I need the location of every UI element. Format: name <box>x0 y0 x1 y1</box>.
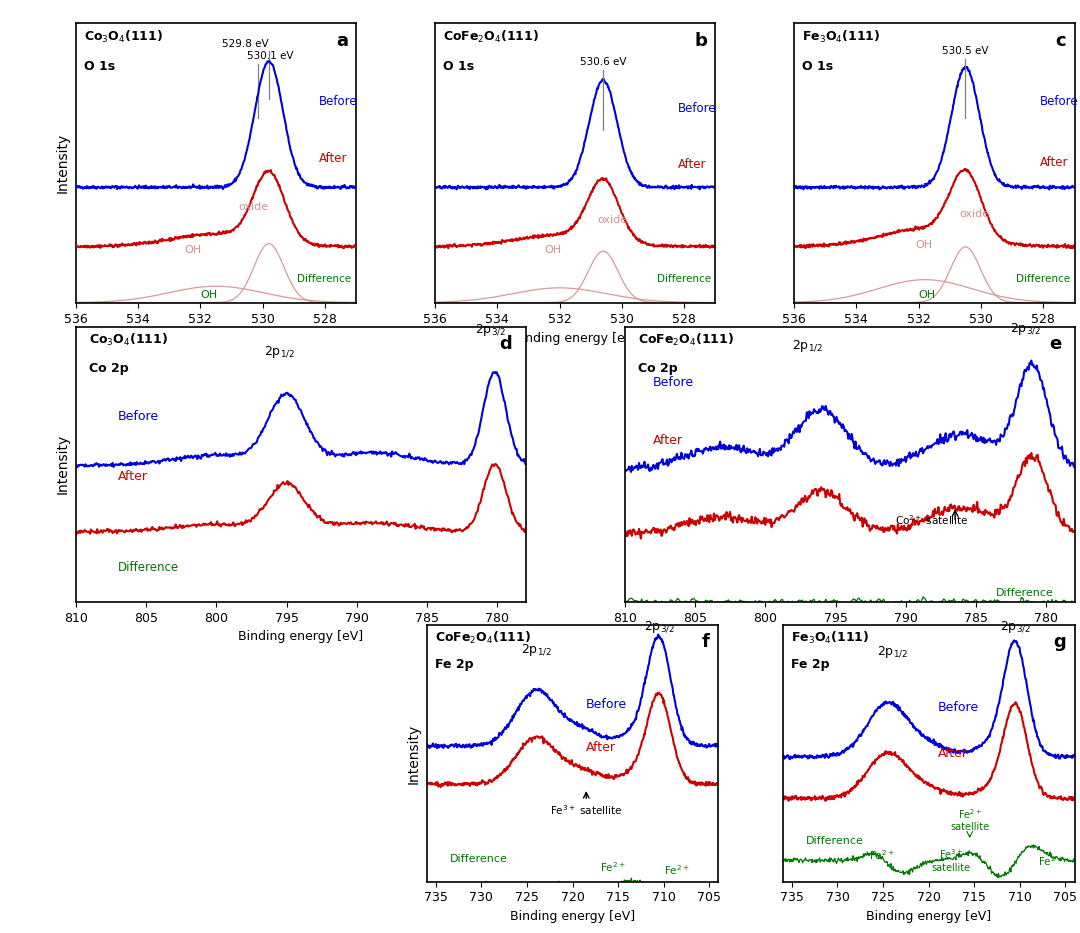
X-axis label: Binding energy [eV]: Binding energy [eV] <box>866 910 991 923</box>
Text: CoFe$_2$O$_4$(111): CoFe$_2$O$_4$(111) <box>443 29 539 45</box>
Text: Fe$^{2+}$: Fe$^{2+}$ <box>664 863 690 877</box>
Text: g: g <box>1053 633 1066 651</box>
Text: Fe$_3$O$_4$(111): Fe$_3$O$_4$(111) <box>792 631 869 647</box>
Text: 530.6 eV: 530.6 eV <box>580 58 626 67</box>
Text: 2p$_{1/2}$: 2p$_{1/2}$ <box>877 645 907 660</box>
X-axis label: Binding energy [eV]: Binding energy [eV] <box>238 630 363 643</box>
Text: Fe$^{2+}$
satellite: Fe$^{2+}$ satellite <box>950 807 989 832</box>
Text: 2p$_{1/2}$: 2p$_{1/2}$ <box>265 344 295 360</box>
Text: Before: Before <box>1040 95 1079 108</box>
Text: Co 2p: Co 2p <box>638 362 678 375</box>
Text: After: After <box>937 746 968 759</box>
Text: OH: OH <box>916 240 933 250</box>
Text: O 1s: O 1s <box>443 60 474 73</box>
Text: oxide: oxide <box>239 202 269 212</box>
Text: Fe$_3$O$_4$(111): Fe$_3$O$_4$(111) <box>802 29 880 45</box>
Text: b: b <box>694 32 707 49</box>
Text: 2p$_{3/2}$: 2p$_{3/2}$ <box>644 620 675 635</box>
Text: 2p$_{1/2}$: 2p$_{1/2}$ <box>792 339 823 354</box>
Text: Co$_3$O$_4$(111): Co$_3$O$_4$(111) <box>90 332 168 348</box>
Text: Co$^{2+}$ satellite: Co$^{2+}$ satellite <box>895 513 969 527</box>
Text: After: After <box>1040 156 1069 169</box>
Text: After: After <box>678 159 706 172</box>
Text: Difference: Difference <box>996 588 1053 597</box>
Text: Co 2p: Co 2p <box>90 362 129 375</box>
Text: e: e <box>1049 335 1061 353</box>
Text: After: After <box>586 741 617 754</box>
Text: Before: Before <box>678 102 717 115</box>
Text: Fe$^{2+}$: Fe$^{2+}$ <box>869 848 895 862</box>
Text: d: d <box>499 335 512 353</box>
Text: Difference: Difference <box>657 273 711 284</box>
Text: OH: OH <box>200 290 217 300</box>
X-axis label: Binding energy [eV]: Binding energy [eV] <box>510 910 635 923</box>
Y-axis label: Intensity: Intensity <box>407 723 421 784</box>
Text: Difference: Difference <box>118 561 179 574</box>
Text: 2p$_{3/2}$: 2p$_{3/2}$ <box>475 323 505 338</box>
Text: Difference: Difference <box>806 836 863 846</box>
X-axis label: Binding energy [eV]: Binding energy [eV] <box>153 331 279 344</box>
Text: Co$_3$O$_4$(111): Co$_3$O$_4$(111) <box>84 29 163 45</box>
Text: oxide: oxide <box>597 215 627 225</box>
Text: CoFe$_2$O$_4$(111): CoFe$_2$O$_4$(111) <box>638 332 734 348</box>
Text: Fe$^{3+}$ satellite: Fe$^{3+}$ satellite <box>550 803 622 817</box>
X-axis label: Binding energy [eV]: Binding energy [eV] <box>513 331 637 344</box>
Text: oxide: oxide <box>959 210 989 219</box>
Text: After: After <box>319 152 348 165</box>
Text: OH: OH <box>185 244 202 255</box>
Text: 2p$_{3/2}$: 2p$_{3/2}$ <box>1000 620 1030 635</box>
Text: OH: OH <box>544 244 561 255</box>
Text: Before: Before <box>586 698 627 711</box>
Text: c: c <box>1055 32 1066 49</box>
Text: Fe$^{2+}$: Fe$^{2+}$ <box>1038 854 1064 868</box>
Text: OH: OH <box>919 290 936 300</box>
Text: 529.8 eV: 529.8 eV <box>222 38 269 49</box>
Text: Before: Before <box>118 410 159 423</box>
Text: 2p$_{1/2}$: 2p$_{1/2}$ <box>521 643 552 659</box>
Text: After: After <box>118 469 148 482</box>
Text: Fe$^{2+}$: Fe$^{2+}$ <box>599 860 625 873</box>
Text: f: f <box>702 633 710 651</box>
Text: Difference: Difference <box>449 854 508 864</box>
Text: a: a <box>336 32 348 49</box>
Text: After: After <box>652 435 683 447</box>
Text: 2p$_{3/2}$: 2p$_{3/2}$ <box>1010 321 1041 337</box>
Text: Fe$^{3+}$
satellite: Fe$^{3+}$ satellite <box>932 847 971 873</box>
Y-axis label: Intensity: Intensity <box>56 133 70 193</box>
Text: Before: Before <box>319 95 357 108</box>
Text: O 1s: O 1s <box>802 60 834 73</box>
Text: Difference: Difference <box>297 273 352 284</box>
Y-axis label: Intensity: Intensity <box>56 434 70 494</box>
X-axis label: Binding energy [eV]: Binding energy [eV] <box>872 331 997 344</box>
Text: 530.5 eV: 530.5 eV <box>942 46 988 56</box>
Text: Fe 2p: Fe 2p <box>435 659 474 672</box>
Text: Difference: Difference <box>1016 273 1070 284</box>
Text: 530.1 eV: 530.1 eV <box>247 51 294 62</box>
Text: Before: Before <box>937 701 978 714</box>
Text: CoFe$_2$O$_4$(111): CoFe$_2$O$_4$(111) <box>435 631 531 647</box>
X-axis label: Binding energy [eV]: Binding energy [eV] <box>787 630 913 643</box>
Text: Before: Before <box>652 376 693 389</box>
Text: Fe 2p: Fe 2p <box>792 659 829 672</box>
Text: O 1s: O 1s <box>84 60 116 73</box>
